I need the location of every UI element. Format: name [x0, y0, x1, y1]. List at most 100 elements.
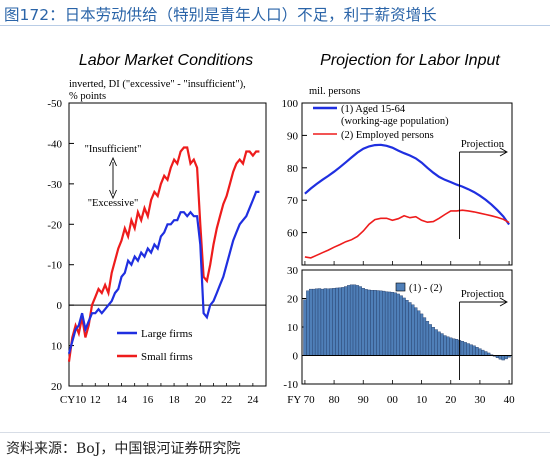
- gap-bar: [344, 286, 348, 356]
- left-y-axis-label-line2: % points: [69, 91, 106, 102]
- left-x-tick-label: 18: [169, 394, 181, 406]
- left-y-tick-label: -50: [47, 98, 62, 110]
- right-top-y-tick-label: 90: [287, 130, 299, 142]
- gap-bar: [361, 288, 365, 356]
- right-top-legend: (1) Aged 15-64 (working-age population) …: [313, 104, 449, 141]
- left-y-tick-label: -30: [47, 179, 62, 191]
- gap-bar: [475, 347, 479, 356]
- left-y-tick-label: 0: [57, 300, 63, 312]
- gap-bar: [364, 289, 368, 356]
- arrow-right-icon: [499, 297, 508, 307]
- right-bottom-x-tick-label: 10: [416, 394, 428, 406]
- gap-bar: [408, 302, 412, 356]
- right-top-projection-marker: Projection: [459, 139, 508, 239]
- legend-label-large-firms: Large firms: [141, 328, 192, 340]
- gap-bar: [417, 310, 421, 356]
- gap-bar: [425, 321, 430, 356]
- right-top-plot-frame: [301, 102, 513, 266]
- source-note: 资料来源：BoJ，中国银河证券研究院: [6, 441, 241, 457]
- gap-bar: [466, 343, 470, 356]
- legend-label-working-age: (1) Aged 15-64: [341, 104, 406, 115]
- gap-bar: [355, 285, 360, 356]
- gap-bar: [414, 307, 418, 356]
- left-legend: Large firms Small firms: [117, 328, 193, 363]
- right-top-y-tick-label: 70: [287, 195, 299, 207]
- arrow-right-icon: [499, 147, 508, 157]
- left-y-tick-label: 10: [51, 341, 63, 353]
- gap-bar: [422, 317, 427, 356]
- projection-label: Projection: [461, 139, 505, 150]
- right-bottom-x-tick-label: 80: [329, 394, 341, 406]
- right-bottom-y-tick-label: 20: [287, 294, 299, 306]
- right-bottom-x-axis: FY 70 80 90 00 10 20 30 40: [287, 380, 515, 406]
- working-age-population-line: [304, 143, 510, 226]
- left-x-tick-label: 16: [142, 394, 154, 406]
- gap-bar: [352, 284, 357, 356]
- employed-persons-line: [304, 209, 510, 259]
- gap-bar: [478, 348, 482, 356]
- gap-bar: [309, 288, 313, 356]
- gap-bar: [460, 341, 465, 356]
- small-firms-line: [67, 146, 260, 362]
- gap-bar: [390, 292, 395, 356]
- gap-bar: [399, 295, 403, 356]
- gap-bar: [446, 336, 450, 356]
- projection-label: Projection: [461, 289, 505, 300]
- gap-bar: [341, 287, 345, 356]
- gap-bar: [335, 287, 339, 356]
- gap-bar: [382, 290, 386, 356]
- gap-bar: [454, 339, 459, 356]
- right-bottom-y-axis: -10 0 10 20 30: [283, 265, 307, 391]
- gap-bar: [329, 288, 333, 356]
- left-x-tick-label: 14: [116, 394, 128, 406]
- gap-bar: [370, 290, 374, 356]
- large-firms-line: [67, 190, 260, 354]
- right-bottom-x-tick-label: 40: [504, 394, 516, 406]
- right-bottom-y-tick-label: 0: [293, 351, 299, 363]
- left-x-axis: CY10 12 14 16 18 20 22 24: [60, 383, 267, 406]
- left-y-axis-label: inverted, DI ("excessive" - "insufficien…: [69, 79, 246, 90]
- footer-divider: [0, 432, 550, 433]
- right-top-y-axis: 60 70 80 90 100: [282, 98, 510, 265]
- left-x-tick-label: CY10: [60, 394, 87, 406]
- gap-bar: [379, 290, 383, 356]
- left-x-tick-label: 12: [90, 394, 101, 406]
- gap-bar: [393, 292, 397, 356]
- gap-bar: [437, 331, 441, 356]
- legend-label-working-age-line2: (working-age population): [341, 116, 449, 127]
- gap-bar: [419, 313, 424, 356]
- right-top-y-tick-label: 60: [287, 228, 299, 240]
- gap-bar: [326, 288, 330, 356]
- gap-bar: [303, 299, 307, 356]
- gap-bar: [469, 344, 473, 356]
- gap-bar: [411, 304, 415, 356]
- right-bottom-x-tick-label: 00: [387, 394, 399, 406]
- legend-label-small-firms: Small firms: [141, 351, 193, 363]
- gap-bar: [349, 284, 354, 356]
- right-top-y-tick-label: 80: [287, 163, 299, 175]
- gap-bar: [501, 355, 505, 361]
- gap-bar: [367, 289, 371, 356]
- right-bottom-x-tick-label: FY 70: [287, 394, 315, 406]
- gap-bar: [396, 293, 400, 356]
- gap-bar: [463, 342, 467, 356]
- figure-canvas: Labor Market Conditions inverted, DI ("e…: [47, 52, 515, 406]
- gap-bar: [498, 355, 502, 360]
- gap-bar: [358, 286, 362, 356]
- right-bottom-projection-marker: Projection: [459, 289, 508, 380]
- gap-bar: [323, 288, 327, 356]
- gap-bar: [440, 333, 444, 356]
- right-y-axis-label: mil. persons: [309, 86, 360, 97]
- left-plot-frame: [68, 102, 267, 387]
- right-bottom-y-tick-label: 10: [287, 322, 299, 334]
- left-y-tick-label: -20: [47, 219, 62, 231]
- excessive-annotation: "Excessive": [88, 198, 139, 209]
- legend-label-employed: (2) Employed persons: [341, 130, 434, 141]
- right-chart-title: Projection for Labor Input: [320, 52, 500, 69]
- gap-bar: [431, 327, 435, 356]
- gap-bar: [373, 290, 377, 356]
- left-y-tick-label: -10: [47, 260, 62, 272]
- gap-bar: [306, 290, 310, 356]
- right-top-y-tick-label: 100: [282, 98, 299, 110]
- gap-bar: [338, 287, 342, 356]
